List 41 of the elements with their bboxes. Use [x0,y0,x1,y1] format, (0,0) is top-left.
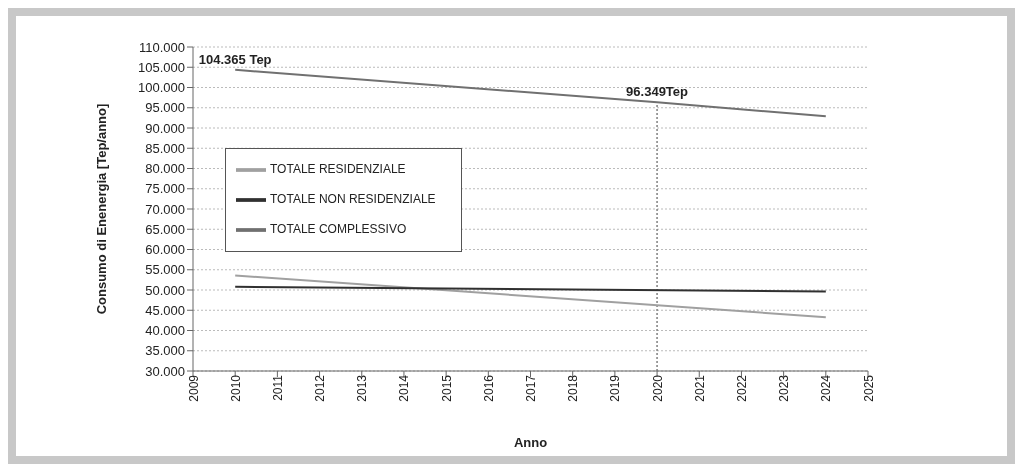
x-tick-label: 2018 [566,374,581,402]
y-axis-title: Consumo di Enenergia [Tep/anno] [93,103,109,315]
y-tick-label: 85.000 [145,140,185,156]
y-tick-label: 70.000 [145,201,185,217]
y-tick-label: 35.000 [145,343,185,359]
x-tick-label: 2017 [524,374,539,402]
y-tick-label: 60.000 [145,242,185,258]
x-tick-label: 2012 [313,374,328,402]
x-tick-label: 2009 [186,374,201,402]
x-tick-label: 2016 [481,374,496,402]
y-tick-label: 80.000 [145,161,185,177]
x-tick-label: 2023 [777,374,792,402]
y-tick-label: 105.000 [138,59,185,75]
x-tick-label: 2011 [270,374,285,401]
x-tick-label: 2021 [692,374,707,402]
y-tick-label: 45.000 [145,302,185,318]
y-tick-label: 65.000 [145,221,185,237]
x-tick-label: 2015 [439,374,454,402]
legend-label: TOTALE NON RESIDENZIALE [270,192,436,207]
y-tick-label: 40.000 [145,323,185,339]
x-tick-label: 2025 [861,374,876,402]
annotation: 96.349Tep [626,84,689,100]
y-tick-label: 50.000 [145,282,185,298]
x-tick-label: 2010 [228,374,243,402]
x-tick-label: 2019 [608,374,623,402]
y-tick-label: 95.000 [145,100,185,116]
x-tick-label: 2020 [650,374,665,402]
x-tick-label: 2013 [355,374,370,402]
y-tick-label: 75.000 [145,181,185,197]
annotation: 104.365 Tep [198,51,272,67]
legend-label: TOTALE RESIDENZIALE [270,162,406,177]
y-tick-label: 100.000 [138,80,185,96]
x-tick-label: 2014 [397,374,412,402]
y-tick-label: 55.000 [145,262,185,278]
x-axis-title: Anno [513,435,548,450]
x-tick-label: 2022 [734,374,749,402]
y-tick-label: 110.000 [138,39,185,55]
y-tick-label: 30.000 [145,363,185,379]
y-tick-label: 90.000 [145,120,185,136]
x-tick-label: 2024 [819,374,834,402]
legend-label: TOTALE COMPLESSIVO [270,222,407,237]
